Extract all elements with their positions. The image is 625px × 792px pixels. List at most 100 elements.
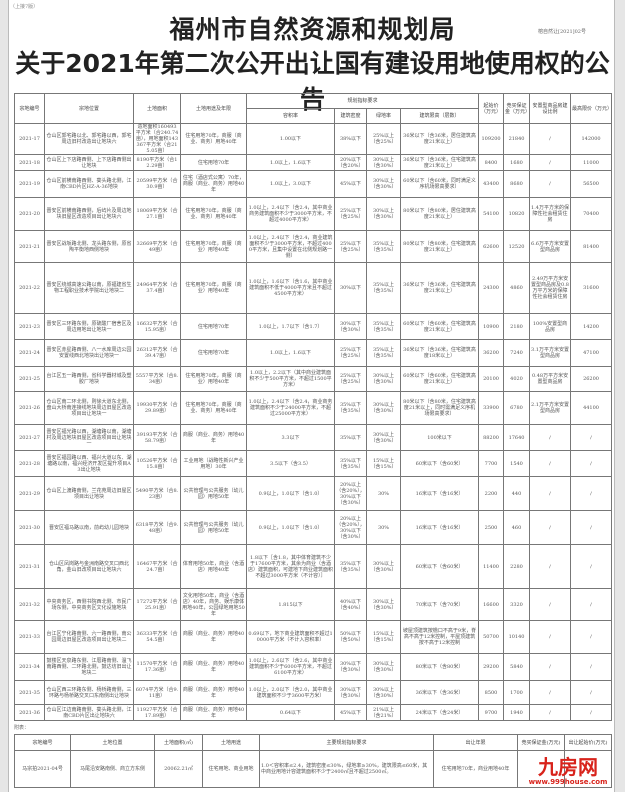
cell-resettlement-ratio: / [529,588,572,621]
cell-location: 仓山区郭宅路以北、郭宅路以西，郭宅周边旧村改造出让地块六 [44,123,134,155]
cell-max-price: 26200 [570,366,613,392]
cell-start-price: 7700 [478,450,505,477]
header-green: 绿地率 [366,108,401,124]
appendix-header: 土地面积(㎡) [154,734,203,751]
continued-note: （上接7版） [10,4,39,10]
cell-land-use: 文化用地50年，商业（含酒店）40年，商务、娱乐康体用地40年，公园绿地用地50… [180,588,247,621]
cell-location: 晋安区福园路以西、福兴大道以东、湖塘路以南，福兴经济开发区提升项目A3出让地块 [44,450,134,477]
cell-floor-area-ratio: 1.0以上，2.4以下（含2.4，商业商务建筑面积不少于24000平方米，不超过… [246,391,335,425]
cell-building-density: 30%以下（含30%） [334,313,367,340]
cell-start-price: 36200 [478,339,505,367]
page-right-margin [614,0,625,792]
cell-building-density: 25%以下（含25%） [334,230,367,263]
cell-resettlement-ratio: / [529,476,572,511]
table-row: 2021-36 仓山区江边南路南侧、葵头路北侧，江南CBD片区出让地块六 11927… [14,704,613,721]
cell-floor-area-ratio: 1.8以下［含1.8，其中体育建筑不少于17600平方米，其余为商业（含酒店）建… [246,544,335,589]
cell-max-price: / [570,510,613,545]
cell-land-use: 住宅用地70年，商服（商业）用地40年 [180,230,247,263]
header-start-price: 起始价（万元） [478,93,505,124]
cell-max-price: / [570,620,613,654]
cell-deposit: 21840 [503,123,531,155]
cell-location: 仓山区上下店路西侧、上下店路西侧出让地块 [44,154,134,171]
cell-deposit: 1680 [503,154,531,171]
cell-green-ratio: 30% [366,510,401,545]
cell-parcel-id: 2021-31 [14,544,45,589]
cell-land-use: 住宅用地70年，商服（商业）用地40年 [180,366,247,392]
cell-deposit: 17640 [503,424,531,451]
appendix-label: 附表： [14,725,30,731]
cell-height-limit: 24米以下（含24米） [399,704,480,721]
appendix-cell: 20062.21㎡ [154,750,203,788]
cell-floor-area-ratio: 1.00以下 [246,123,335,155]
cell-max-price: 142000 [570,123,613,155]
cell-land-use: 商服（商业、商务）用地40年 [180,424,247,451]
cell-start-price: 8400 [478,154,505,171]
cell-location: 仓山区凤岗路与金洲南路交叉口西北角，金山旧改项目出让地块六 [44,544,134,589]
cell-building-density: 40%以下（含40%） [334,588,367,621]
cell-parcel-id: 2021-35 [14,680,45,705]
cell-deposit: 2180 [503,313,531,340]
cell-height-limit: 36米以下（含36米，住宅建筑高度21米以上） [399,262,480,314]
cell-height-limit: 70米以下（含70米） [399,588,480,621]
table-row: 2021-31 仓山区凤岗路与金洲南路交叉口西北角，金山旧改项目出让地块六 1646… [14,544,613,589]
watermark: 九房网 www.999house.com [526,757,610,787]
cell-building-density: 20%以上（含20%），30%以下（含30%） [334,476,367,511]
appendix-wrapper: 宗地编号 土地位置 土地面积(㎡) 土地用途 主要规划指标要求 出让年限 竞买保证金(万元)… [14,734,612,788]
cell-parcel-id: 2021-20 [14,197,45,231]
cell-deposit: 1540 [503,450,531,477]
cell-building-density: 45%以下 [334,704,367,721]
cell-max-price: / [570,653,613,681]
cell-deposit: 12520 [503,230,531,263]
cell-max-price: 56500 [570,170,613,198]
cell-max-price: 47100 [570,339,613,367]
cell-start-price: 33900 [478,391,505,425]
table-row: 2021-29 仓山区上渡路南侧，兰花苑周边旧屋区项目出让地块 5490平方米（合8… [14,476,613,511]
cell-deposit: 4020 [503,366,531,392]
table-row: 2021-18 仓山区上下店路西侧、上下店路西侧出让地块 8190平方米（合12.2… [14,154,613,171]
appendix-header: 土地位置 [70,734,155,751]
table-row: 2021-20 晋安区前横南路西侧，后屿片及周边地块旧屋区改造项目出让地块六 180… [14,197,613,231]
cell-land-use: 住宅用地70年 [180,339,247,367]
table-row: 2021-27 晋安区福光路以西，湖塘路以南，湖塘村及周边地块旧屋区改造项目出让地… [14,424,613,451]
cell-land-use: 住宅用地70年 [180,154,247,171]
cell-location: 仓山区南二环北侧，则徐大道东北侧，盘山大桥南连接线地块周边旧屋区改造项目出让地块… [44,391,134,425]
cell-area: 32669平方米（合49亩） [133,230,181,263]
cell-max-price: / [570,450,613,477]
cell-deposit: 6780 [503,391,531,425]
header-id: 宗地编号 [14,93,45,124]
cell-max-price: / [570,680,613,705]
cell-area: 18069平方米（合27.1亩） [133,197,181,231]
cell-green-ratio: 21%以上（含21%） [366,704,401,721]
cell-max-price: / [570,588,613,621]
cell-green-ratio: 30%以上（含30%） [366,424,401,451]
cell-building-density: 25%以下（含25%） [334,339,367,367]
cell-parcel-id: 2021-23 [14,313,45,340]
cell-location: 仓山区前横南路西侧、葵头路北侧，江南CBD片区HZ-A-36地块 [44,170,134,198]
cell-location: 鼓楼区天泉路东侧、江厝路南侧、温飞南路西侧、二环路北侧，鼓达坊旧出让地块二 [44,653,134,681]
cell-floor-area-ratio: 1.0以上，1.6以下 [246,154,335,171]
appendix-header: 主要规划指标要求 [259,734,434,751]
table-row: 2021-30 晋安区福马路以南，前屿幼儿园地块 6318平方米（合9.48亩） 公共… [14,510,613,545]
cell-area: 6318平方米（合9.48亩） [133,510,181,545]
cell-resettlement-ratio: / [529,704,572,721]
appendix-row: 马宗拍2021-04号 马尾沿安路南侧、商立方东侧 20062.21㎡ 住宅用地、商业… [14,750,612,788]
cell-floor-area-ratio: 3.3以下 [246,424,335,451]
cell-land-use: 体育用地50年，商业（含酒店）用地40年 [180,544,247,589]
cell-land-use: 住宅（酒店式公寓）70年，商服（商业、商务）用地40年 [180,170,247,198]
cell-height-limit: 16米以下（含16米） [399,510,480,545]
cell-resettlement-ratio: / [529,680,572,705]
cell-resettlement-ratio: 1.4万平方米的保障性社会租赁住房 [529,197,572,231]
cell-deposit: 2280 [503,544,531,589]
cell-start-price: 109200 [478,123,505,155]
cell-resettlement-ratio: 3.1万平方米安置型商品房 [529,339,572,367]
cell-green-ratio: 30% [366,476,401,511]
document-number: 榕自然让[2021]02号 [538,29,586,35]
cell-green-ratio: 25%以上（含25%） [366,123,401,155]
appendix-cell: 住宅用地、商业用地 [202,750,260,788]
cell-green-ratio: 30%以上（含30%） [366,544,401,589]
cell-deposit: 460 [503,510,531,545]
cell-parcel-id: 2021-17 [14,123,45,155]
cell-start-price: 16600 [478,588,505,621]
watermark-url: www.999house.com [528,778,608,786]
cell-start-price: 9700 [478,704,505,721]
